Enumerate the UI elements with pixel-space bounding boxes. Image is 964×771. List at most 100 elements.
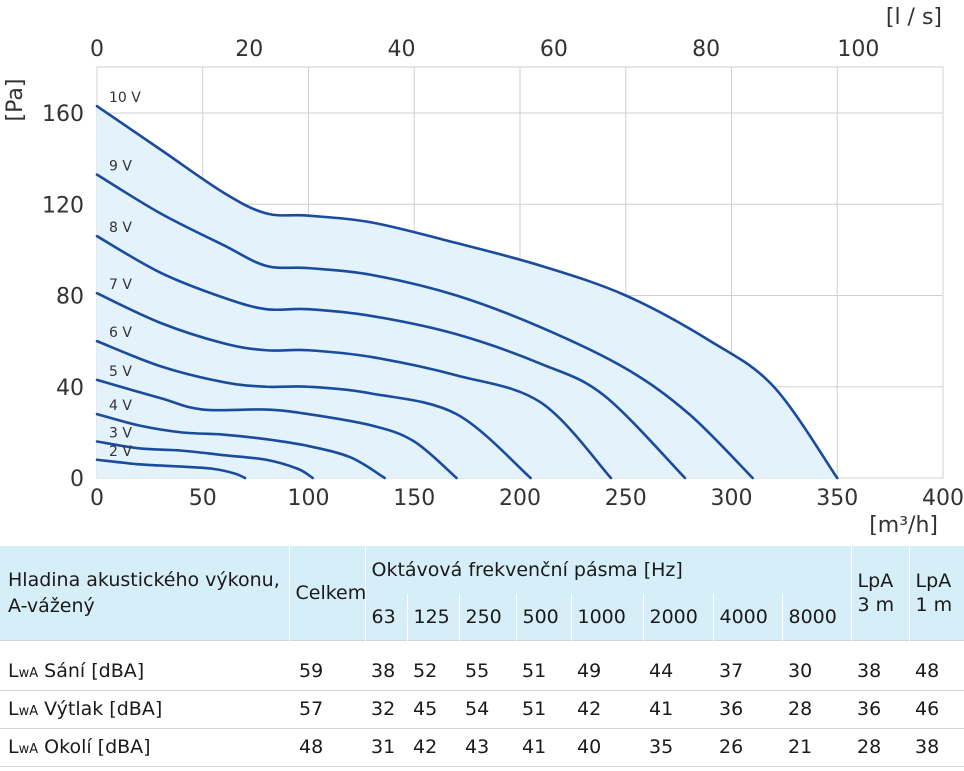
table-cell: 52 xyxy=(407,652,459,691)
x2-tick-label: 100 xyxy=(837,37,879,62)
table-cell: 41 xyxy=(643,690,713,729)
x-tick-label: 300 xyxy=(711,486,753,511)
table-cell: 32 xyxy=(365,690,407,729)
table-row: LwA Sání [dBA] 59 38 52 55 51 49 44 37 30 38 48 xyxy=(0,652,964,691)
header-octave-bands: Oktávová frekvenční pásma [Hz] xyxy=(364,546,852,594)
table-cell: 42 xyxy=(571,690,643,729)
curve-10v xyxy=(95,104,839,480)
band-header-125: 125 xyxy=(406,594,459,640)
table-cell: 28 xyxy=(851,728,910,767)
table-cell: 28 xyxy=(782,690,852,729)
x-tick-label: 50 xyxy=(189,486,217,511)
x2-tick-label: 40 xyxy=(388,37,416,62)
table-cell: 49 xyxy=(571,652,643,691)
header-row-label: Hladina akustického výkonu, A-vážený xyxy=(0,546,289,640)
x-tick-label: 350 xyxy=(816,486,858,511)
table-cell: 46 xyxy=(909,690,964,729)
curve-label: 7 V xyxy=(109,277,132,293)
curve-7v xyxy=(95,291,613,480)
table-cell: 59 xyxy=(289,652,365,691)
x-axis-ticks: 0 50 100 150 200 250 300 350 400 xyxy=(90,486,964,511)
table-cell: 40 xyxy=(571,728,643,767)
table-cell: 41 xyxy=(516,728,571,767)
table-cell: 21 xyxy=(782,728,852,767)
acoustic-power-table: Hladina akustického výkonu, A-vážený Cel… xyxy=(0,546,964,767)
x-axis-label: [m³/h] xyxy=(869,513,938,535)
x-tick-label: 250 xyxy=(605,486,647,511)
table-cell: 31 xyxy=(365,728,407,767)
x-tick-label: 400 xyxy=(922,486,964,511)
curve-6v xyxy=(95,339,532,480)
header-lpa-3m: LpA 3 m xyxy=(850,546,910,640)
table-cell: 48 xyxy=(289,728,365,767)
curve-label: 5 V xyxy=(109,364,132,380)
curve-4v xyxy=(95,412,386,480)
voltage-curves: 10 V 9 V 8 V 7 V 6 V 5 V 4 V 3 V 2 V xyxy=(95,90,839,480)
y-tick-label: 160 xyxy=(42,102,84,127)
table-cell: 26 xyxy=(713,728,782,767)
curve-5v xyxy=(95,378,458,480)
row-label: LwA Výtlak [dBA] xyxy=(0,690,289,729)
table-row: LwA Výtlak [dBA] 57 32 45 54 51 42 41 36 28 36 46 xyxy=(0,690,964,729)
table-cell: 45 xyxy=(407,690,459,729)
y-axis-label: [Pa] xyxy=(3,79,28,122)
table-cell: 44 xyxy=(643,652,713,691)
band-header-8000: 8000 xyxy=(781,594,852,640)
y-tick-label: 120 xyxy=(42,193,84,218)
x2-tick-label: 60 xyxy=(540,37,568,62)
table-body: LwA Sání [dBA] 59 38 52 55 51 49 44 37 30 38 48 LwA … xyxy=(0,639,964,767)
table-cell: 42 xyxy=(407,728,459,767)
table-cell: 36 xyxy=(851,690,910,729)
x-tick-label: 0 xyxy=(90,486,104,511)
table-cell: 57 xyxy=(289,690,365,729)
table-cell: 30 xyxy=(782,652,852,691)
table-cell: 38 xyxy=(851,652,910,691)
acoustic-table: Hladina akustického výkonu, A-vážený Cel… xyxy=(0,546,964,767)
row-label: LwA Sání [dBA] xyxy=(0,652,289,691)
band-header-row: 63 125 250 500 1000 2000 4000 8000 xyxy=(0,594,964,640)
curve-label: 3 V xyxy=(109,426,132,442)
band-header-63: 63 xyxy=(364,594,407,640)
curve-label: 8 V xyxy=(109,220,132,236)
table-cell: 51 xyxy=(516,690,571,729)
row-label: LwA Okolí [dBA] xyxy=(0,728,289,767)
x-tick-label: 100 xyxy=(288,486,330,511)
band-header-4000: 4000 xyxy=(712,594,782,640)
table-row: LwA Okolí [dBA] 48 31 42 43 41 40 35 26 21 28 38 xyxy=(0,728,964,767)
table-cell: 36 xyxy=(713,690,782,729)
curve-label: 10 V xyxy=(109,90,141,106)
y-tick-label: 40 xyxy=(56,376,84,401)
curve-label: 6 V xyxy=(109,325,132,341)
curve-8v xyxy=(95,234,687,480)
curve-label: 2 V xyxy=(109,444,132,460)
table-cell: 37 xyxy=(713,652,782,691)
fan-performance-chart: 10 V 9 V 8 V 7 V 6 V 5 V 4 V 3 V 2 V 0 50 100 150 20… xyxy=(3,5,964,535)
x2-axis-ticks: 0 20 40 60 80 100 xyxy=(90,37,879,62)
y-axis-ticks: 0 40 80 120 160 xyxy=(42,102,84,492)
curve-9v xyxy=(95,173,754,480)
table-cell: 51 xyxy=(516,652,571,691)
band-header-500: 500 xyxy=(515,594,571,640)
band-header-1000: 1000 xyxy=(570,594,643,640)
curve-3v xyxy=(95,440,315,480)
band-header-2000: 2000 xyxy=(642,594,713,640)
x2-tick-label: 80 xyxy=(692,37,720,62)
table-cell: 55 xyxy=(459,652,516,691)
table-cell: 48 xyxy=(909,652,964,691)
header-total: Celkem xyxy=(288,546,366,640)
y-tick-label: 80 xyxy=(56,285,84,310)
x-tick-label: 200 xyxy=(499,486,541,511)
curve-label: 9 V xyxy=(109,159,132,175)
x2-tick-label: 20 xyxy=(235,37,263,62)
table-cell: 35 xyxy=(643,728,713,767)
x2-tick-label: 0 xyxy=(90,37,104,62)
band-header-250: 250 xyxy=(458,594,516,640)
header-lpa-1m: LpA 1 m xyxy=(908,546,964,640)
y-tick-label: 0 xyxy=(70,467,84,492)
curve-label: 4 V xyxy=(109,398,132,414)
curve-2v xyxy=(95,458,247,480)
x-tick-label: 150 xyxy=(393,486,435,511)
table-cell: 43 xyxy=(459,728,516,767)
table-cell: 38 xyxy=(909,728,964,767)
table-cell: 38 xyxy=(365,652,407,691)
